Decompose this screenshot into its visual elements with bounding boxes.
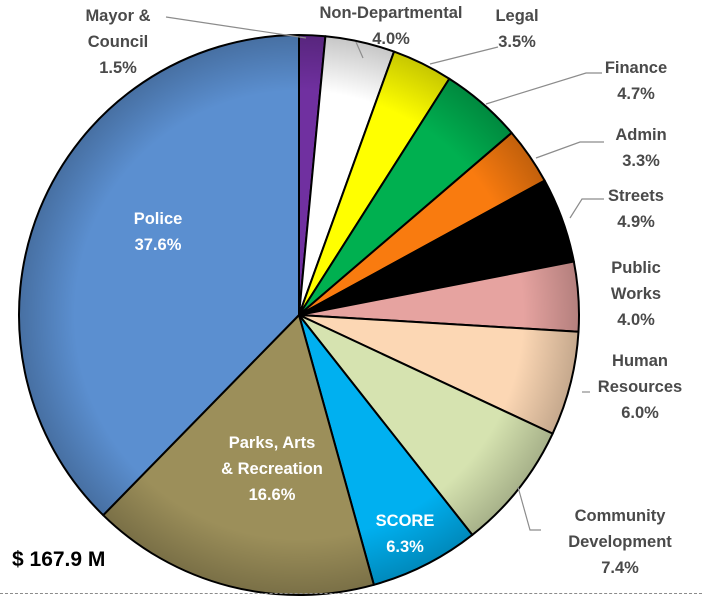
slice-label-legal: Legal 3.5% bbox=[495, 7, 538, 51]
slice-name-label: SCORE bbox=[376, 512, 435, 530]
slice-name-label: Council bbox=[88, 33, 149, 51]
slice-label-community-development: Community Development 7.4% bbox=[568, 507, 672, 577]
slice-label-streets: Streets 4.9% bbox=[608, 187, 664, 231]
slices-layer bbox=[18, 34, 580, 596]
leader-line-mayor-council bbox=[165, 16, 307, 39]
slice-label-parks-arts-recreation: Parks, Arts & Recreation 16.6% bbox=[221, 434, 323, 504]
leader-line-admin bbox=[535, 141, 604, 159]
slice-name-label: Development bbox=[568, 533, 672, 551]
leader-lines-layer bbox=[165, 16, 604, 531]
slice-percent-label: 6.0% bbox=[621, 404, 659, 422]
slice-name-label: Admin bbox=[615, 126, 666, 144]
slice-percent-label: 1.5% bbox=[99, 59, 137, 77]
slice-percent-label: 4.0% bbox=[372, 30, 410, 48]
total-budget-label: $ 167.9 M bbox=[12, 548, 106, 571]
slice-percent-label: 3.3% bbox=[622, 152, 660, 170]
leader-line-legal bbox=[429, 46, 499, 65]
slice-name-label: Streets bbox=[608, 187, 664, 205]
labels-layer: Mayor & Council 1.5% Non-Departmental 4.0% Le… bbox=[85, 4, 682, 577]
slice-label-admin: Admin 3.3% bbox=[615, 126, 666, 170]
leader-line-community-development bbox=[517, 486, 541, 531]
slice-label-score: SCORE 6.3% bbox=[376, 512, 435, 556]
slice-percent-label: 16.6% bbox=[249, 486, 296, 504]
slice-name-label: & Recreation bbox=[221, 460, 323, 478]
slice-percent-label: 4.9% bbox=[617, 213, 655, 231]
leader-line-non-departmental bbox=[355, 41, 364, 59]
leader-line-streets bbox=[569, 198, 604, 219]
slice-label-police: Police 37.6% bbox=[134, 210, 183, 254]
slice-name-label: Police bbox=[134, 210, 183, 228]
slice-name-label: Resources bbox=[598, 378, 682, 396]
slice-percent-label: 6.3% bbox=[386, 538, 424, 556]
slice-name-label: Community bbox=[575, 507, 667, 525]
slice-label-non-departmental: Non-Departmental 4.0% bbox=[319, 4, 462, 48]
slice-percent-label: 37.6% bbox=[135, 236, 182, 254]
slice-name-label: Parks, Arts bbox=[229, 434, 316, 452]
slice-name-label: Human bbox=[612, 352, 668, 370]
slice-name-label: Legal bbox=[495, 7, 538, 25]
slice-name-label: Public bbox=[611, 259, 661, 277]
slice-name-label: Finance bbox=[605, 59, 667, 77]
slice-label-mayor-council: Mayor & Council 1.5% bbox=[85, 7, 150, 77]
leader-line-finance bbox=[485, 72, 602, 105]
slice-percent-label: 7.4% bbox=[601, 559, 639, 577]
slice-name-label: Non-Departmental bbox=[319, 4, 462, 22]
slice-name-label: Works bbox=[611, 285, 661, 303]
dashed-divider bbox=[0, 593, 702, 594]
slice-percent-label: 4.7% bbox=[617, 85, 655, 103]
slice-label-human-resources: Human Resources 6.0% bbox=[598, 352, 682, 422]
slice-percent-label: 3.5% bbox=[498, 33, 536, 51]
slice-label-finance: Finance 4.7% bbox=[605, 59, 667, 103]
slice-label-public-works: Public Works 4.0% bbox=[611, 259, 661, 329]
slice-percent-label: 4.0% bbox=[617, 311, 655, 329]
slice-name-label: Mayor & bbox=[85, 7, 150, 25]
